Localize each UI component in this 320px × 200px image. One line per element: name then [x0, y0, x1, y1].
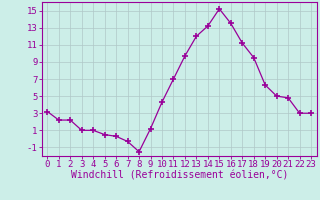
X-axis label: Windchill (Refroidissement éolien,°C): Windchill (Refroidissement éolien,°C): [70, 171, 288, 181]
